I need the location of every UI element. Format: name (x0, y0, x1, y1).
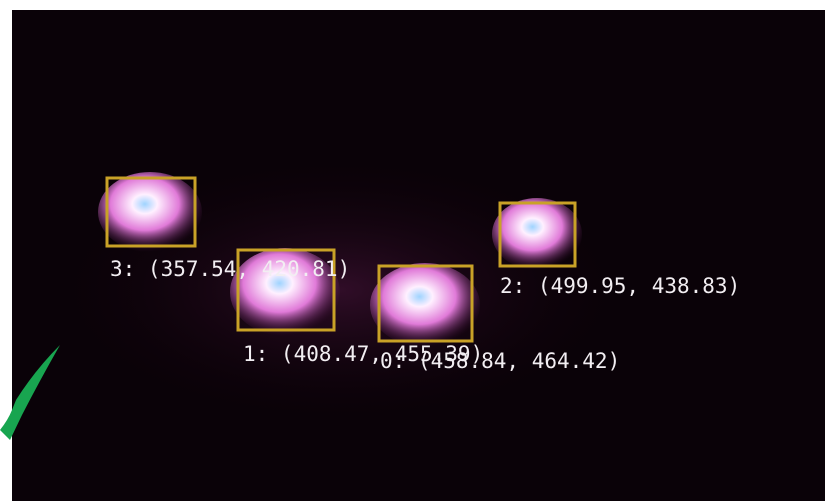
detection-3 (98, 172, 202, 252)
light-blob (492, 198, 582, 270)
detection-label: 3: (357.54, 420.81) (110, 257, 350, 281)
detection-0 (370, 263, 480, 347)
light-blob (370, 263, 480, 347)
detection-label: 2: (499.95, 438.83) (500, 274, 740, 298)
detection-2 (492, 198, 582, 270)
detection-label: 0: (458.84, 464.42) (380, 349, 620, 373)
light-blob (98, 172, 202, 252)
screenshot: 3: (357.54, 420.81) 1: (408.47, 455.39) … (0, 0, 825, 501)
